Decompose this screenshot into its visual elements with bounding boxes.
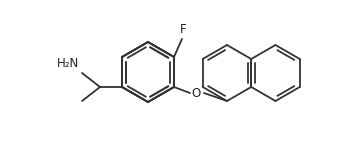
Text: O: O xyxy=(191,87,200,99)
Text: F: F xyxy=(180,23,186,36)
Text: H₂N: H₂N xyxy=(57,57,79,70)
